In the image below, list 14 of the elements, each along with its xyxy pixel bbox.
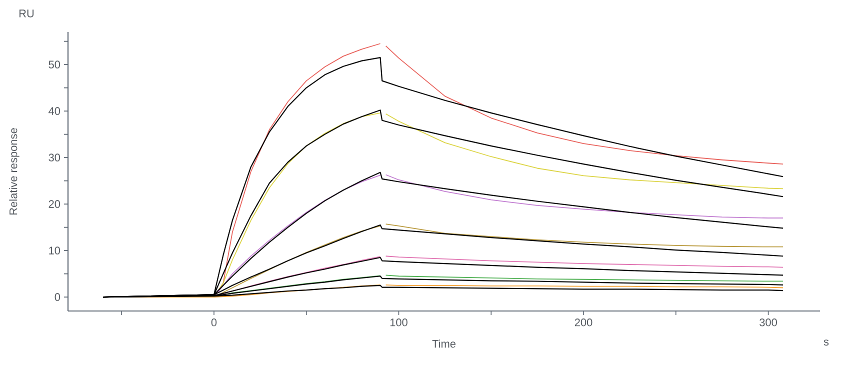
y-tick-label: 20 <box>48 200 60 208</box>
text: RU <box>19 10 34 18</box>
x-tick-label: 300 <box>760 318 777 326</box>
y-axis-title: Relative response <box>9 128 20 214</box>
text: s <box>824 340 829 346</box>
y-tick-label: 50 <box>48 60 60 68</box>
x-tick-label: 0 <box>211 318 217 326</box>
y-tick-label: 40 <box>48 107 60 115</box>
y-tick-label: 10 <box>49 246 60 254</box>
y-tick-label: 0 <box>54 293 60 301</box>
y-tick-label: 30 <box>48 154 60 162</box>
x-tick-label: 200 <box>574 318 592 326</box>
x-axis-title: Time <box>432 340 456 348</box>
x-tick-label: 100 <box>390 318 408 326</box>
